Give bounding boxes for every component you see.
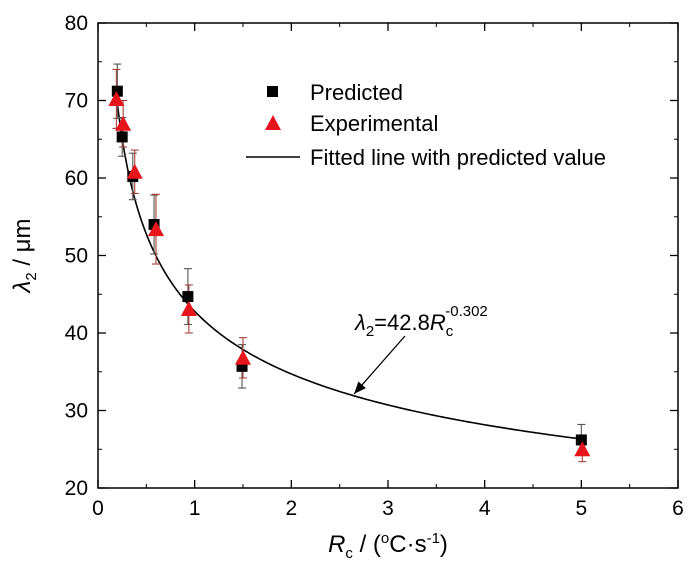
y-axis-symbol-subscript: 2 (23, 272, 40, 280)
y-tick-label: 40 (65, 322, 88, 345)
x-tick-label: 1 (189, 497, 201, 520)
predicted-point (575, 434, 587, 446)
experimental-point (115, 115, 132, 131)
predicted-point (116, 131, 128, 143)
predicted-point (182, 291, 194, 303)
eq-variable: R (430, 310, 446, 335)
eq-variable-sub: c (446, 323, 454, 340)
fit-line-layer (116, 103, 582, 440)
tick-labels: 0 1 2 3 4 5 6 20 30 40 50 60 70 80 (65, 12, 684, 520)
annotation-arrow (353, 335, 406, 395)
legend-marker-experimental (265, 115, 281, 130)
fit-equation-text: λ2=42.8Rc -0.302 (354, 303, 488, 340)
x-axis-title: Rc / (oC·s-1) (328, 530, 448, 562)
y-axis-symbol: λ (9, 281, 36, 295)
fit-equation-annotation: λ2=42.8Rc -0.302 (353, 303, 488, 395)
x-tick-label: 6 (672, 497, 684, 520)
y-axis-unit: / μm (9, 219, 36, 273)
y-tick-label: 30 (65, 400, 88, 423)
predicted-point (111, 85, 123, 97)
experimental-point (574, 441, 591, 457)
data-markers (108, 85, 591, 457)
experimental-point (148, 221, 164, 237)
legend: Predicted Experimental Fitted line with … (246, 80, 606, 170)
y-tick-label: 20 (65, 477, 88, 500)
x-axis-unit-mid: C·s (389, 531, 426, 558)
fit-line (116, 103, 582, 440)
y-tick-label: 60 (65, 167, 88, 190)
legend-label-predicted: Predicted (310, 80, 403, 105)
experimental-point (235, 349, 251, 365)
legend-label-experimental: Experimental (310, 111, 438, 136)
annotation-arrow-head (354, 381, 366, 394)
x-tick-label: 4 (479, 497, 491, 520)
x-tick-label: 0 (92, 497, 104, 520)
x-axis-unit-degree: o (381, 530, 389, 547)
eq-lhs-sub: 2 (366, 323, 374, 340)
predicted-point (236, 360, 248, 372)
y-tick-label: 70 (65, 90, 88, 113)
predicted-point (148, 219, 160, 230)
y-tick-label: 50 (65, 245, 88, 268)
eq-exponent: -0.302 (445, 303, 488, 320)
plot-area-frame (97, 22, 679, 489)
x-axis-symbol: R (328, 531, 345, 558)
experimental-point (180, 300, 197, 316)
eq-lhs: λ (354, 310, 366, 335)
x-tick-label: 2 (285, 497, 297, 520)
x-axis-unit-prefix: / ( (353, 531, 381, 558)
eq-coefficient: =42.8 (374, 310, 430, 335)
experimental-point (126, 163, 143, 179)
x-tick-label: 3 (382, 497, 394, 520)
experimental-point (108, 90, 125, 106)
y-tick-label: 80 (65, 12, 88, 35)
legend-label-fitted: Fitted line with predicted value (310, 145, 606, 170)
x-axis-symbol-subscript: c (345, 545, 353, 562)
y-axis-title: λ2 / μm (9, 219, 40, 295)
x-axis-unit-exponent: -1 (427, 530, 440, 547)
x-axis-unit-suffix: ) (440, 531, 448, 558)
x-tick-label: 5 (575, 497, 587, 520)
legend-marker-predicted (267, 86, 278, 97)
